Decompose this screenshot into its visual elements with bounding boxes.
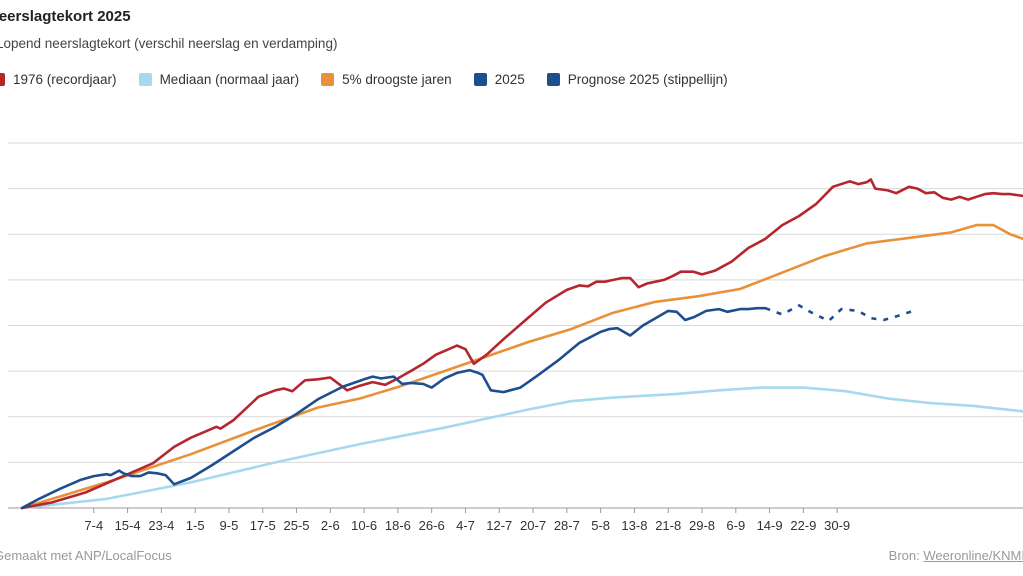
credit-text: Gemaakt met ANP/LocalFocus xyxy=(0,548,172,563)
x-tick-label: 7-4 xyxy=(84,518,103,533)
series-line-1976 xyxy=(20,178,1023,510)
series-line-forecast xyxy=(764,304,914,323)
legend-swatch-2025 xyxy=(473,73,487,86)
source-text: Bron: Weeronline/KNMI xyxy=(889,548,1023,563)
x-tick-label: 29-8 xyxy=(689,518,715,533)
x-tick-label: 6-9 xyxy=(726,518,745,533)
chart-title: Neerslagtekort 2025 xyxy=(0,8,131,25)
legend-swatch-1976 xyxy=(0,73,5,86)
source-label: Bron: xyxy=(888,548,920,563)
legend-label-1976: 1976 (recordjaar) xyxy=(13,72,117,87)
legend-swatch-median xyxy=(138,73,152,86)
x-tick-label: 28-7 xyxy=(554,518,580,533)
x-tick-label: 1-5 xyxy=(186,518,205,533)
legend-label-median: Mediaan (normaal jaar) xyxy=(159,72,300,87)
x-tick-label: 12-7 xyxy=(486,518,512,533)
x-tick-label: 9-5 xyxy=(220,518,239,533)
legend-item-1976[interactable]: 1976 (recordjaar) xyxy=(0,72,117,87)
legend-label-forecast: Prognose 2025 (stippellijn) xyxy=(567,72,728,87)
x-tick-label: 20-7 xyxy=(520,518,546,533)
x-tick-label: 26-6 xyxy=(419,518,445,533)
series-lines xyxy=(20,178,1023,510)
legend-item-forecast[interactable]: Prognose 2025 (stippellijn) xyxy=(546,72,728,87)
x-tick-label: 13-8 xyxy=(621,518,647,533)
series-line-y2025 xyxy=(20,306,767,510)
chart-subtitle: Lopend neerslagtekort (verschil neerslag… xyxy=(0,36,338,51)
legend-label-dry5: 5% droogste jaren xyxy=(342,72,452,87)
x-tick-label: 22-9 xyxy=(790,518,816,533)
x-tick-label: 5-8 xyxy=(591,518,610,533)
x-tick-label: 23-4 xyxy=(148,518,174,533)
x-tick-label: 21-8 xyxy=(655,518,681,533)
legend-label-2025: 2025 xyxy=(494,72,525,87)
x-axis: 7-4 15-4 23-4 1-5 9-5 17-5 25-5 2-6 10-6 18-6 26-6… xyxy=(84,508,850,533)
legend-item-dry5[interactable]: 5% droogste jaren xyxy=(321,72,452,87)
x-tick-label: 14-9 xyxy=(757,518,783,533)
x-tick-label: 17-5 xyxy=(250,518,276,533)
legend-item-2025[interactable]: 2025 xyxy=(473,72,525,87)
legend-swatch-dry5 xyxy=(321,73,335,86)
series-line-dry5 xyxy=(20,223,1023,510)
legend: 1976 (recordjaar) Mediaan (normaal jaar)… xyxy=(0,72,750,87)
series-line-median xyxy=(20,386,1023,510)
legend-item-median[interactable]: Mediaan (normaal jaar) xyxy=(138,72,300,87)
legend-swatch-forecast xyxy=(546,73,560,86)
grid-lines xyxy=(8,142,1023,509)
x-tick-label: 4-7 xyxy=(456,518,475,533)
x-tick-label: 18-6 xyxy=(385,518,411,533)
x-tick-label: 15-4 xyxy=(115,518,141,533)
x-tick-label: 30-9 xyxy=(824,518,850,533)
x-tick-label: 2-6 xyxy=(321,518,340,533)
x-tick-label: 10-6 xyxy=(351,518,377,533)
source-link[interactable]: Weeronline/KNMI xyxy=(923,548,1023,563)
x-tick-label: 25-5 xyxy=(284,518,310,533)
